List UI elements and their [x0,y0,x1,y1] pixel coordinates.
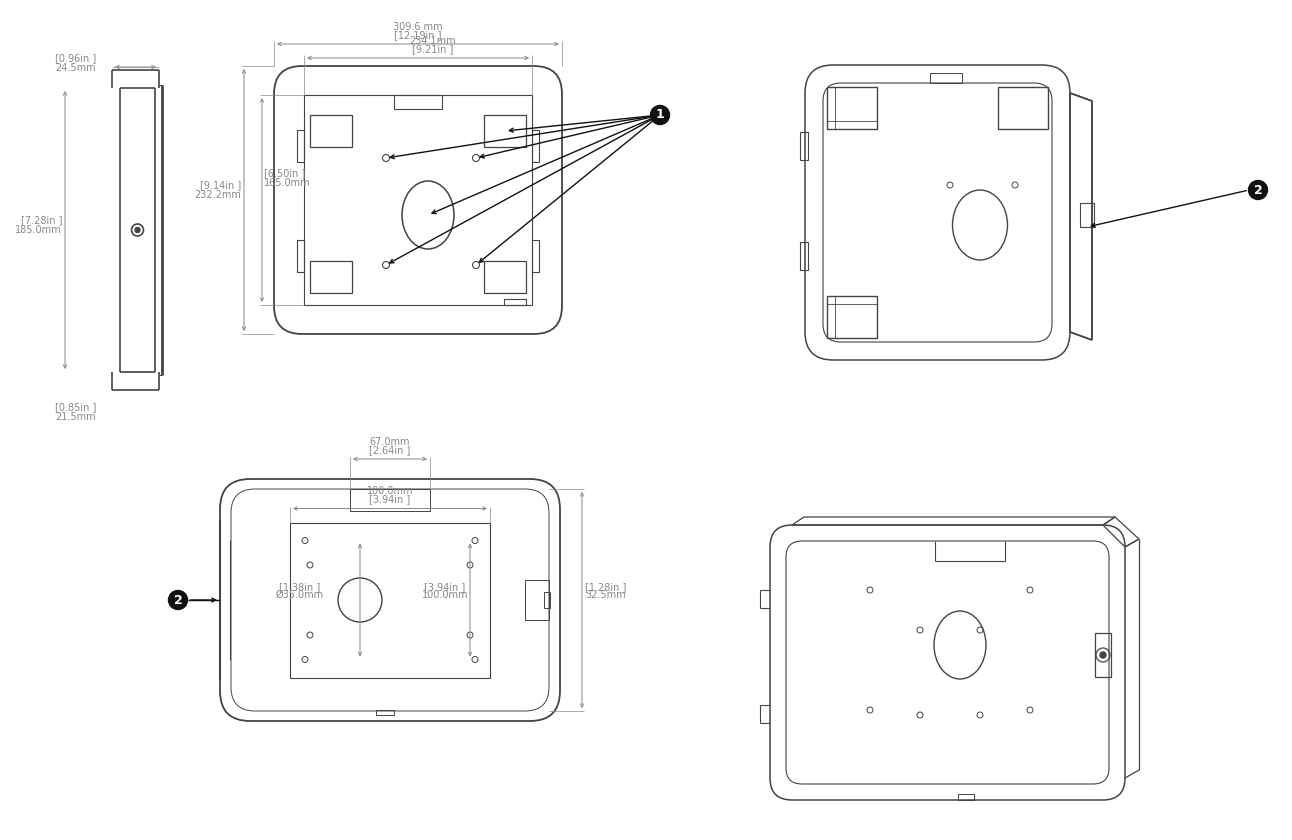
Bar [376,710,394,715]
Bar [304,95,532,305]
Circle shape [168,591,187,610]
Text: 21.5mm: 21.5mm [56,412,96,422]
Bar [484,115,526,147]
Bar [532,130,539,162]
Text: 185.0mm: 185.0mm [16,225,62,235]
Bar [544,592,550,608]
Text: 1: 1 [655,108,664,122]
Text: [2.64in ]: [2.64in ] [370,445,411,455]
Text: 2: 2 [173,594,182,606]
Bar [525,580,549,620]
Bar [800,242,808,270]
Text: [9.14in ]: [9.14in ] [200,180,242,190]
Text: [7.28in ]: [7.28in ] [21,215,62,225]
Bar [800,132,808,160]
Circle shape [1099,652,1106,658]
Text: [9.21in ]: [9.21in ] [412,44,453,54]
Bar [532,240,539,272]
Bar [350,489,430,511]
Text: 100.0mm: 100.0mm [367,486,413,496]
Bar [827,296,877,338]
Bar [1080,203,1094,227]
Circle shape [134,228,140,233]
Text: 32.5mm: 32.5mm [585,590,625,600]
Bar [997,87,1048,129]
Bar [484,261,526,293]
Text: 309.6 mm: 309.6 mm [393,22,443,32]
Bar [827,87,877,129]
Circle shape [650,106,669,124]
Text: 232.2mm: 232.2mm [194,190,242,200]
Text: 24.5mm: 24.5mm [56,63,96,73]
Text: [3.94in ]: [3.94in ] [424,582,465,592]
Text: [0.96in ]: [0.96in ] [56,53,96,63]
Bar [957,794,974,800]
Text: [1.28in ]: [1.28in ] [585,582,627,592]
Text: [12.19in ]: [12.19in ] [394,30,442,40]
Bar [297,130,304,162]
Circle shape [1248,181,1267,199]
Text: [6.50in ]: [6.50in ] [264,168,305,178]
Text: Ø35.0mm: Ø35.0mm [276,590,324,600]
Bar [297,240,304,272]
Bar [310,261,351,293]
Text: 2: 2 [1253,183,1262,197]
Bar [504,299,526,305]
Bar [289,522,490,678]
Text: [1.38in ]: [1.38in ] [279,582,320,592]
Text: 100.0mm: 100.0mm [421,590,468,600]
Text: 165.0mm: 165.0mm [264,178,310,188]
Bar [310,115,351,147]
Text: [3.94in ]: [3.94in ] [370,495,411,505]
Text: 234.1mm: 234.1mm [410,36,456,46]
Bar [930,73,963,83]
Text: [0.85in ]: [0.85in ] [56,402,97,412]
Bar [394,95,442,109]
Bar [1096,633,1111,677]
Text: 67.0mm: 67.0mm [370,437,411,447]
